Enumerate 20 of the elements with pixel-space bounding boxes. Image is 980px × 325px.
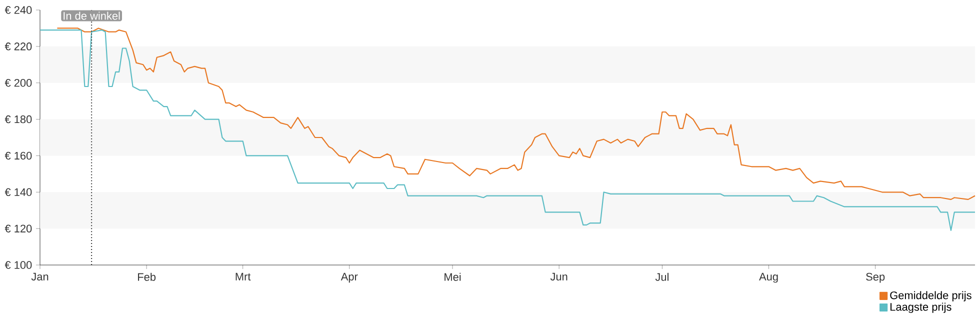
y-tick-label: € 180 <box>4 115 32 124</box>
x-tick-label: Aug <box>759 272 778 283</box>
y-tick-label: € 200 <box>4 78 32 87</box>
y-tick-label: € 160 <box>4 152 32 160</box>
x-tick-label: Sep <box>866 272 885 283</box>
x-tick-label: Mrt <box>236 272 251 280</box>
y-tick-label: € 120 <box>4 224 32 232</box>
legend-label: Laagste prijs <box>890 302 952 313</box>
y-tick-label: € 140 <box>4 188 32 196</box>
x-tick-label: Apr <box>340 272 358 283</box>
x-tick-label: Jun <box>550 272 568 280</box>
y-tick-label: € 220 <box>4 42 32 50</box>
x-tick-label: Jan <box>31 272 48 280</box>
x-tick-label: Jul <box>655 272 668 281</box>
x-tick-label: Mei <box>444 272 461 281</box>
legend-label: Gemiddelde prijs <box>890 291 972 302</box>
y-tick-label: € 240 <box>4 6 32 14</box>
ref-line-label: In de winkel <box>64 12 120 20</box>
y-tick-label: € 100 <box>4 261 32 269</box>
x-tick-label: Feb <box>138 272 156 281</box>
